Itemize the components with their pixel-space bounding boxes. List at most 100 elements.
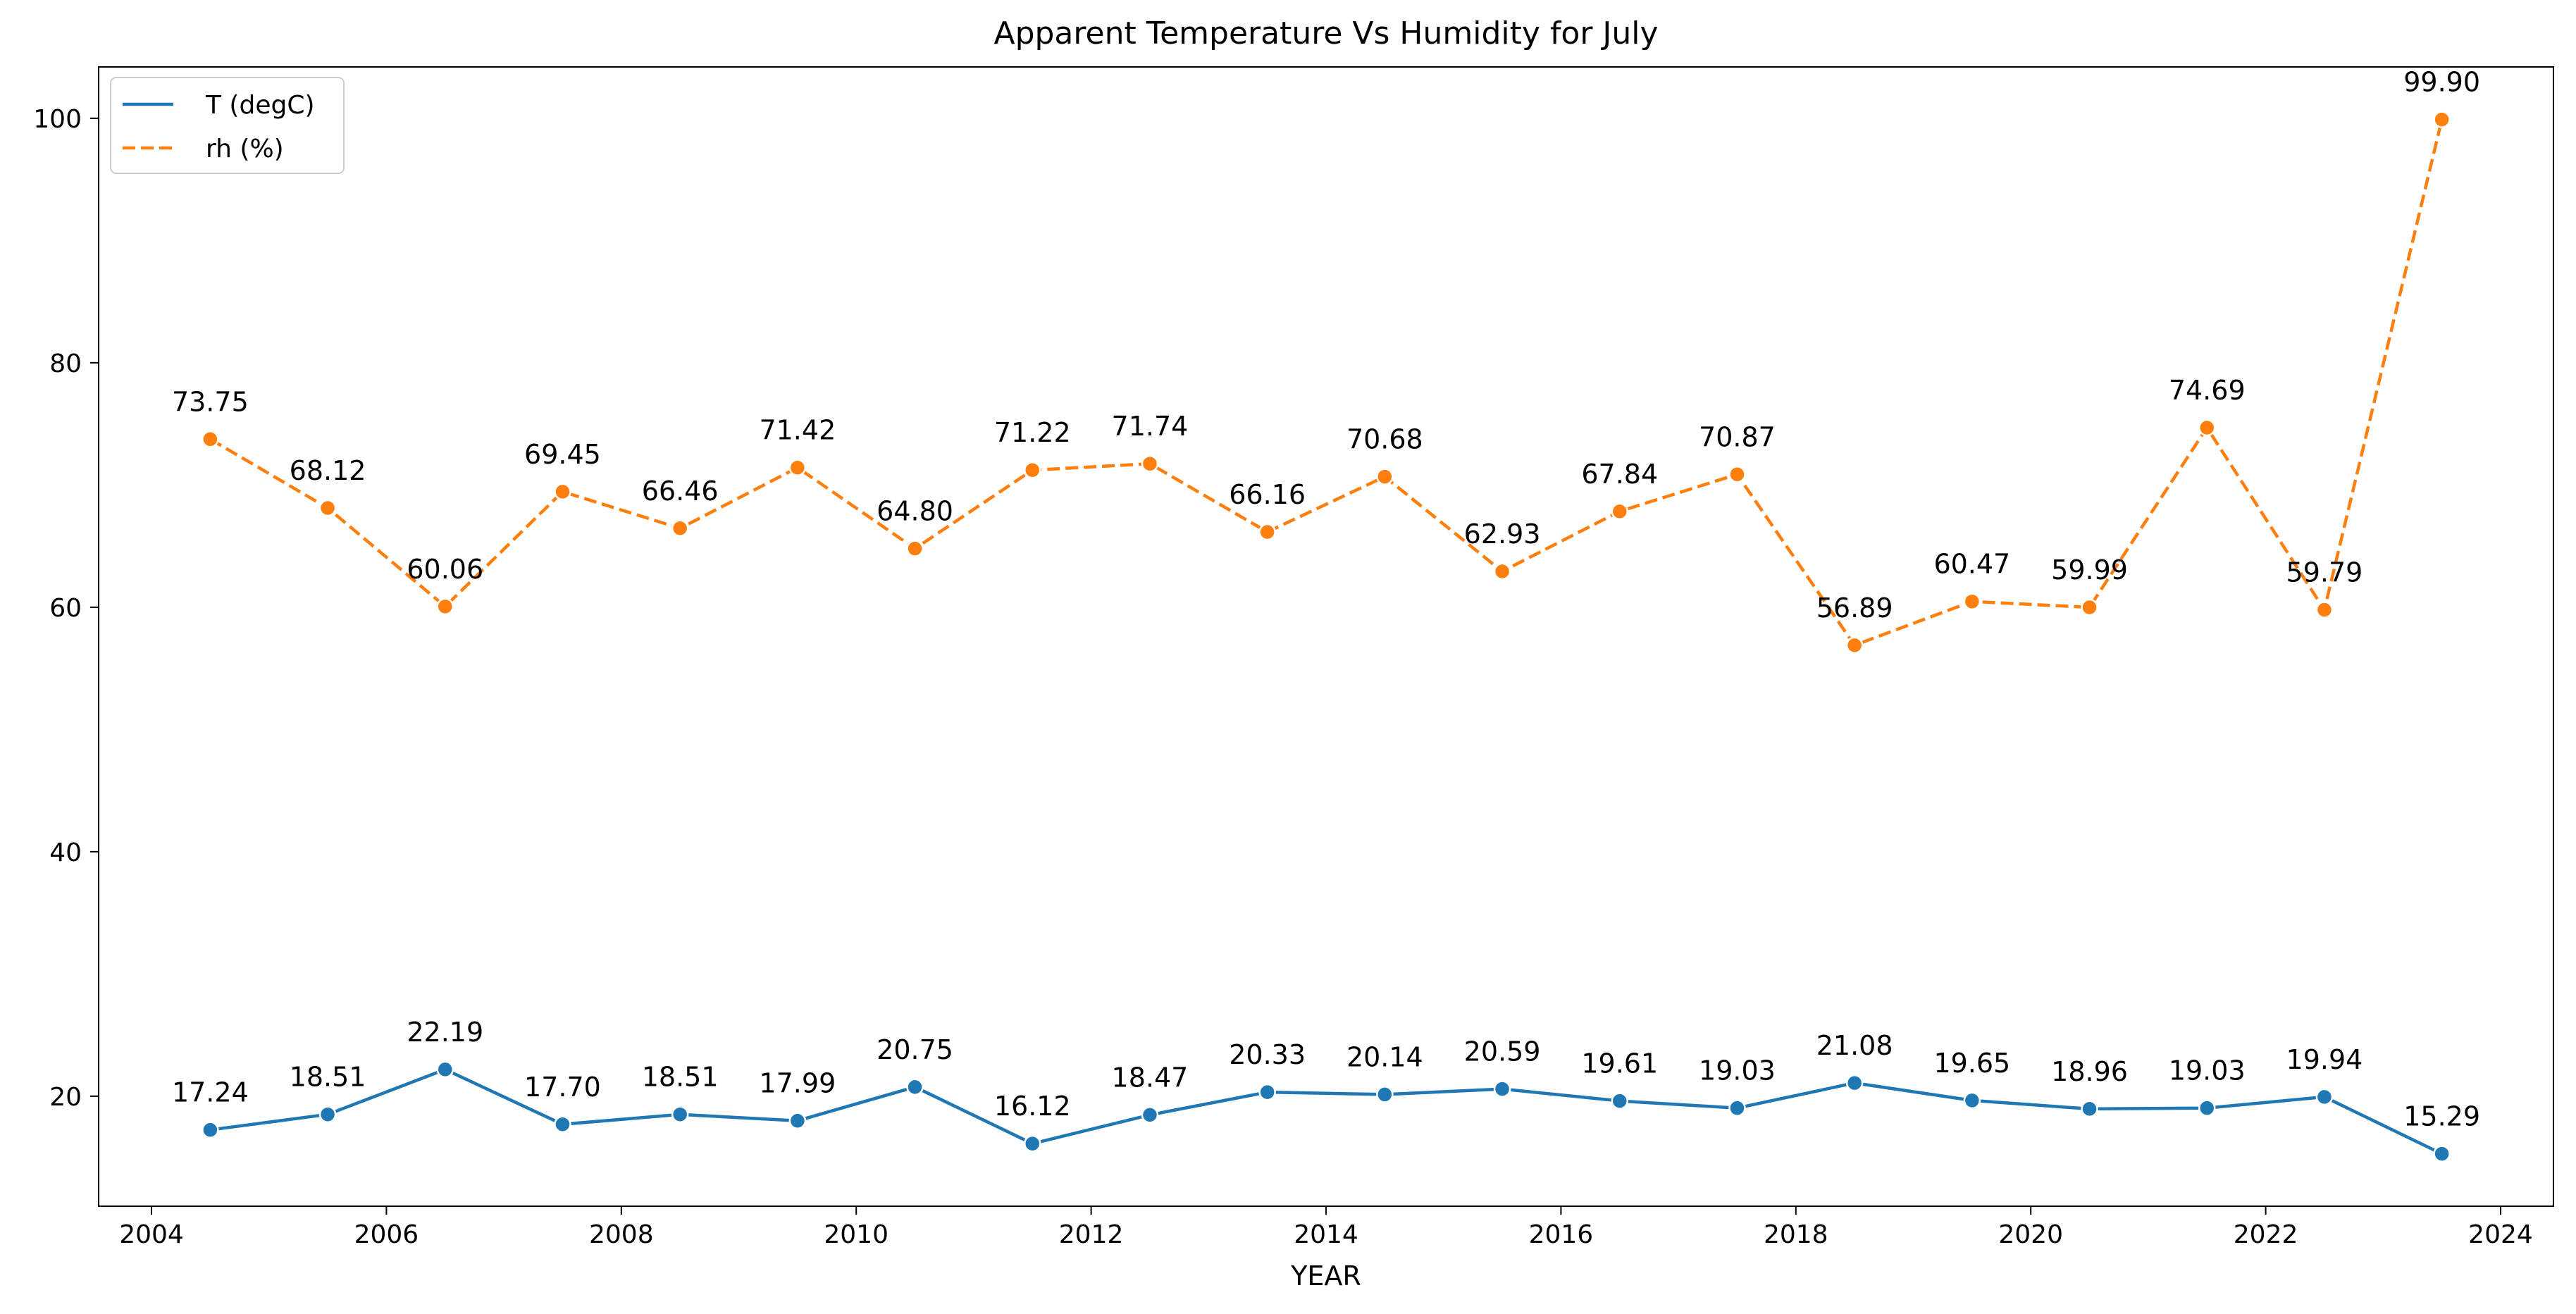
data-label: 22.19 <box>407 1017 483 1048</box>
x-tick-label: 2024 <box>2468 1220 2533 1249</box>
data-point[interactable] <box>1728 466 1746 483</box>
data-label: 19.61 <box>1581 1048 1658 1079</box>
x-tick-label: 2018 <box>1764 1220 1828 1249</box>
data-label: 64.80 <box>877 496 953 527</box>
data-point[interactable] <box>671 1105 689 1123</box>
data-label: 67.84 <box>1581 459 1658 490</box>
x-tick-label: 2006 <box>354 1220 419 1249</box>
data-label: 16.12 <box>994 1091 1071 1122</box>
x-tick-label: 2008 <box>589 1220 654 1249</box>
data-point[interactable] <box>671 519 689 538</box>
data-label: 71.74 <box>1112 411 1189 442</box>
data-label: 19.94 <box>2286 1044 2363 1075</box>
data-point[interactable] <box>554 483 571 501</box>
data-label: 18.51 <box>642 1062 719 1093</box>
data-point[interactable] <box>1141 1106 1159 1124</box>
y-tick-label: 20 <box>49 1083 82 1112</box>
data-label: 66.46 <box>642 476 719 507</box>
data-label: 19.03 <box>2169 1055 2246 1086</box>
data-label: 20.59 <box>1464 1036 1541 1067</box>
series-layer <box>202 111 2451 1163</box>
data-point[interactable] <box>436 597 454 616</box>
data-point[interactable] <box>1376 1086 1394 1103</box>
data-label: 71.42 <box>759 415 836 446</box>
data-label: 19.65 <box>1933 1048 2010 1079</box>
y-tick-label: 80 <box>49 349 82 378</box>
data-label: 73.75 <box>172 386 249 417</box>
data-point[interactable] <box>318 1105 337 1123</box>
x-tick-label: 2020 <box>1998 1220 2063 1249</box>
data-label: 21.08 <box>1816 1030 1893 1061</box>
x-tick-label: 2004 <box>119 1220 184 1249</box>
data-point[interactable] <box>1611 1092 1628 1110</box>
data-point[interactable] <box>2315 1088 2334 1106</box>
data-point[interactable] <box>1258 1083 1276 1101</box>
x-axis-label: YEAR <box>1290 1260 1361 1291</box>
data-point[interactable] <box>2433 1145 2451 1163</box>
data-label: 18.96 <box>2051 1056 2128 1087</box>
x-tick-label: 2010 <box>824 1220 888 1249</box>
data-point[interactable] <box>1376 468 1394 485</box>
x-tick-label: 2016 <box>1529 1220 1594 1249</box>
chart-title: Apparent Temperature Vs Humidity for Jul… <box>993 16 1658 51</box>
data-point[interactable] <box>906 540 924 557</box>
data-label: 74.69 <box>2169 375 2246 406</box>
data-label: 99.90 <box>2403 67 2480 98</box>
data-point[interactable] <box>436 1060 454 1079</box>
data-label: 56.89 <box>1816 593 1893 624</box>
data-label: 62.93 <box>1464 519 1541 550</box>
data-label: 17.70 <box>524 1072 601 1103</box>
data-point[interactable] <box>906 1078 924 1096</box>
data-label: 18.47 <box>1112 1062 1189 1093</box>
data-point[interactable] <box>2315 601 2334 619</box>
data-point[interactable] <box>788 459 807 476</box>
x-tick-label: 2014 <box>1294 1220 1358 1249</box>
data-point[interactable] <box>1024 1134 1041 1153</box>
data-label: 59.79 <box>2286 557 2363 588</box>
data-point[interactable] <box>1963 1091 1981 1110</box>
data-label: 17.99 <box>759 1068 836 1099</box>
data-label: 20.14 <box>1346 1041 1423 1072</box>
data-point[interactable] <box>2081 598 2098 616</box>
legend-label-2[interactable]: rh (%) <box>206 135 284 163</box>
x-tick-label: 2022 <box>2234 1220 2298 1249</box>
data-label: 68.12 <box>290 455 366 486</box>
data-point[interactable] <box>1493 562 1511 581</box>
data-point[interactable] <box>1141 454 1159 473</box>
data-label: 69.45 <box>524 439 601 470</box>
data-label: 19.03 <box>1699 1055 1776 1086</box>
data-point[interactable] <box>788 1112 807 1129</box>
data-point[interactable] <box>2081 1100 2098 1118</box>
data-point[interactable] <box>1728 1099 1746 1117</box>
y-tick-label: 100 <box>33 105 82 134</box>
data-point[interactable] <box>554 1115 571 1134</box>
data-label: 70.68 <box>1346 424 1423 455</box>
data-point[interactable] <box>1493 1080 1511 1098</box>
data-point[interactable] <box>1258 523 1276 541</box>
x-axis: 2004 2006 2008 2010 2012 2014 2016 2018 2020 2022… <box>119 1206 2533 1249</box>
y-axis: 20 40 60 80 100 <box>33 105 99 1112</box>
data-point[interactable] <box>202 1121 219 1139</box>
legend-label-1[interactable]: T (degC) <box>205 91 315 120</box>
x-tick-label: 2012 <box>1059 1220 1124 1249</box>
data-point[interactable] <box>2198 419 2216 437</box>
data-label: 66.16 <box>1229 479 1306 510</box>
data-point[interactable] <box>1963 593 1981 610</box>
data-point[interactable] <box>2198 1099 2216 1117</box>
legend[interactable]: T (degC) rh (%) <box>110 77 345 174</box>
data-point[interactable] <box>2433 111 2451 128</box>
data-point[interactable] <box>1845 1074 1864 1092</box>
data-label: 70.87 <box>1699 421 1776 452</box>
data-label: 59.99 <box>2051 554 2128 585</box>
data-point[interactable] <box>202 430 219 448</box>
data-point[interactable] <box>318 499 337 517</box>
data-point[interactable] <box>1845 636 1864 655</box>
data-label: 17.24 <box>172 1077 249 1108</box>
data-label: 71.22 <box>994 417 1071 448</box>
data-labels: 17.24 18.51 22.19 17.70 18.51 17.99 20.75 16.12… <box>172 67 2480 1132</box>
series-line-1 <box>210 1067 2443 1155</box>
data-point[interactable] <box>1611 502 1628 521</box>
data-point[interactable] <box>1024 461 1041 479</box>
